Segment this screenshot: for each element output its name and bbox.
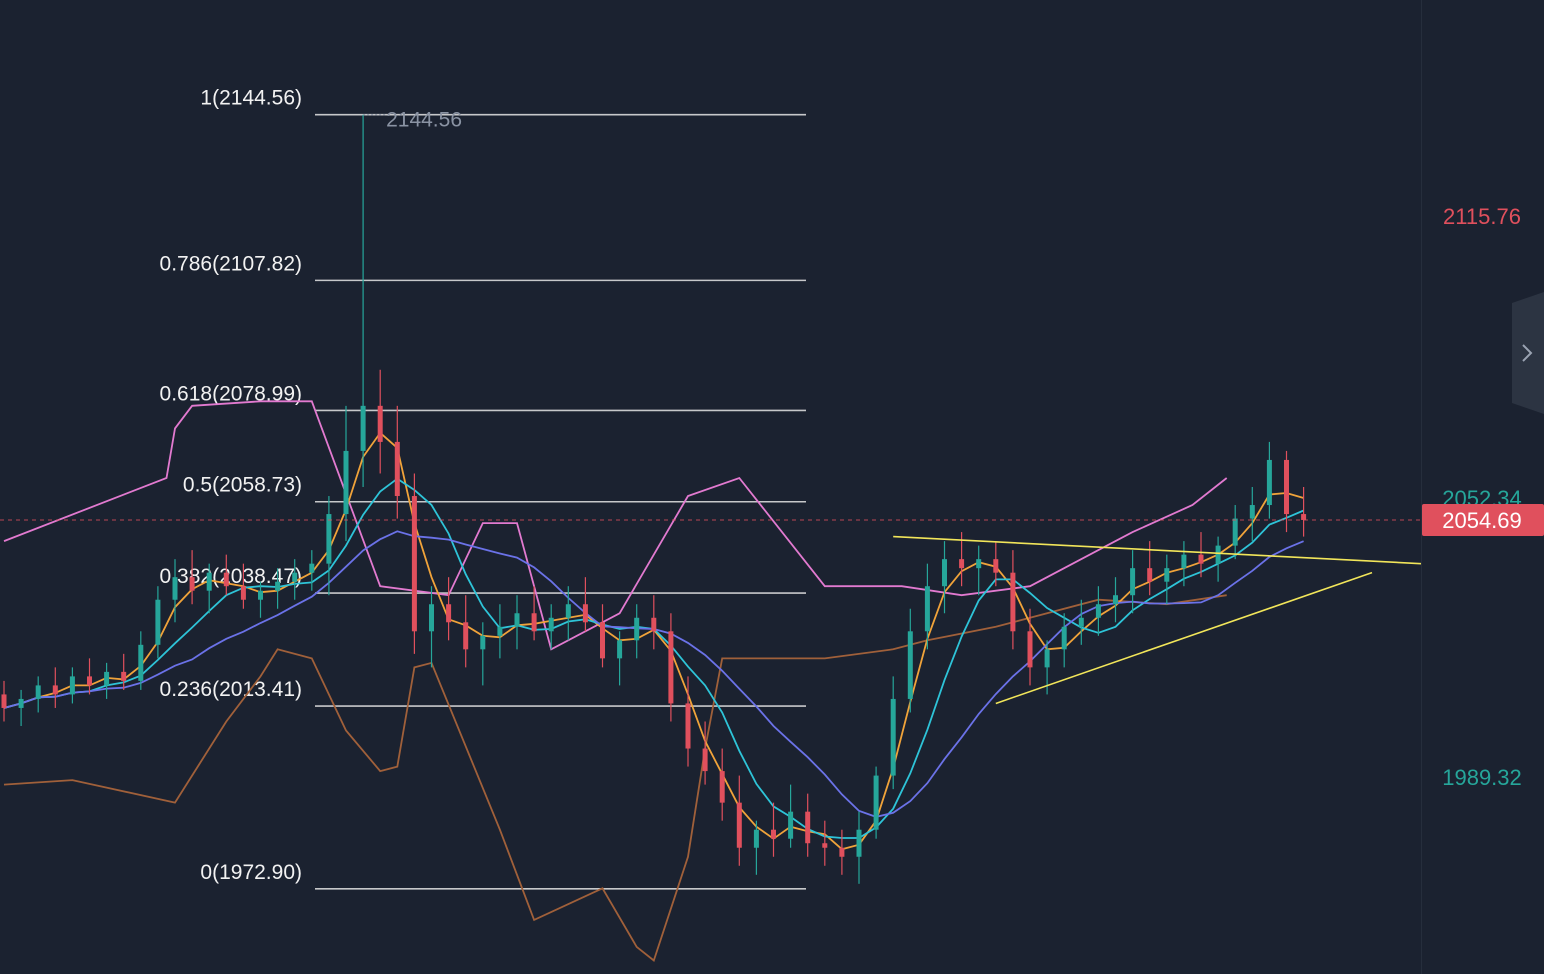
- candle-body-25: [429, 604, 434, 632]
- candle-body-22: [377, 405, 383, 442]
- candle-body-70: [1198, 554, 1204, 564]
- candle-body-63: [1078, 617, 1084, 627]
- candle-body-53: [907, 631, 913, 699]
- current-price-label: 2054.69: [1442, 508, 1522, 533]
- candle-body-40: [685, 703, 691, 749]
- candle-body-59: [1010, 572, 1016, 632]
- fib-label-4: 0.382(2038.47): [160, 565, 302, 588]
- candle-body-75: [1284, 459, 1289, 515]
- candle-body-2: [35, 685, 41, 699]
- candle-body-42: [719, 771, 725, 803]
- candle-body-24: [411, 496, 417, 632]
- candle-body-37: [634, 617, 640, 641]
- ma-mid-line: [3, 477, 1304, 839]
- candle-body-69: [1181, 554, 1187, 569]
- candle-body-56: [959, 559, 965, 569]
- fib-label-1: 0.786(2107.82): [160, 252, 302, 275]
- candle-body-26: [446, 604, 452, 623]
- candle-body-0: [1, 694, 7, 708]
- candle-body-72: [1232, 518, 1238, 546]
- candle-body-32: [548, 617, 554, 632]
- candle-body-13: [223, 572, 229, 587]
- candle-body-4: [69, 676, 75, 695]
- candle-body-28: [480, 635, 486, 650]
- candle-body-3: [52, 685, 58, 695]
- candle-body-48: [822, 843, 828, 848]
- price-axis-divider: [1421, 0, 1422, 974]
- candle-body-17: [292, 572, 298, 582]
- fib-label-6: 0(1972.90): [200, 861, 302, 884]
- candle-body-46: [788, 811, 794, 839]
- fib-label-5: 0.236(2013.41): [160, 678, 302, 701]
- axis-label-bottom: 1989.32: [1442, 765, 1522, 790]
- candle-body-7: [121, 671, 127, 681]
- candle-body-1: [18, 698, 24, 708]
- candle-body-36: [617, 640, 623, 659]
- candle-body-12: [206, 572, 212, 591]
- candle-body-18: [309, 563, 315, 573]
- candle-body-64: [1095, 604, 1101, 618]
- candle-body-66: [1130, 568, 1136, 596]
- candle-body-65: [1113, 595, 1118, 605]
- candle-body-73: [1249, 505, 1255, 519]
- candle-body-57: [976, 559, 982, 569]
- bollinger-lower-band: [3, 594, 1227, 963]
- candle-body-8: [138, 644, 144, 681]
- candle-body-49: [839, 847, 845, 857]
- candle-body-10: [172, 577, 178, 600]
- candle-body-27: [463, 622, 469, 650]
- candle-body-20: [343, 450, 349, 515]
- candle-body-35: [600, 622, 605, 659]
- current-price-tag: [1422, 503, 1544, 536]
- candle-body-55: [942, 559, 947, 587]
- chevron-right-icon: [1522, 344, 1533, 362]
- candle-body-67: [1147, 568, 1153, 582]
- candle-body-41: [702, 748, 708, 772]
- candle-body-47: [805, 811, 811, 844]
- candle-body-58: [993, 559, 999, 573]
- candle-body-14: [240, 586, 246, 600]
- candle-body-61: [1044, 649, 1050, 668]
- candle-body-51: [873, 775, 879, 830]
- candle-body-54: [924, 586, 930, 632]
- candle-body-44: [753, 829, 759, 848]
- candle-body-11: [189, 577, 195, 591]
- candle-body-21: [360, 405, 366, 451]
- candle-body-15: [258, 590, 263, 600]
- candle-body-45: [771, 829, 776, 839]
- candle-body-16: [275, 581, 281, 591]
- candle-body-33: [565, 604, 571, 618]
- candle-body-68: [1164, 568, 1170, 582]
- candle-body-52: [890, 698, 896, 776]
- candle-body-60: [1027, 631, 1033, 668]
- bollinger-upper-band: [3, 400, 1228, 651]
- resistance-trendline: [893, 535, 1422, 565]
- candle-body-30: [514, 613, 520, 627]
- fib-label-2: 0.618(2078.99): [160, 382, 302, 405]
- peak-label: 2144.56: [386, 109, 462, 132]
- candle-body-38: [651, 617, 657, 632]
- candle-body-31: [531, 613, 537, 632]
- support-trendline: [995, 571, 1373, 705]
- side-panel-toggle[interactable]: [1512, 292, 1544, 414]
- candle-body-9: [155, 599, 161, 645]
- fib-label-0: 1(2144.56): [200, 87, 302, 110]
- candle-body-76: [1301, 514, 1307, 520]
- candle-body-50: [856, 829, 862, 857]
- candle-body-34: [582, 604, 588, 623]
- candle-body-74: [1266, 459, 1272, 506]
- candle-body-5: [87, 676, 92, 686]
- fib-label-3: 0.5(2058.73): [183, 474, 302, 497]
- candle-body-62: [1061, 626, 1067, 650]
- candle-body-6: [104, 671, 110, 686]
- axis-label-top: 2115.76: [1443, 204, 1521, 229]
- candle-body-39: [668, 631, 674, 704]
- candle-body-19: [326, 514, 332, 564]
- candle-body-43: [736, 802, 742, 848]
- candle-body-29: [497, 626, 503, 636]
- candle-body-71: [1215, 545, 1221, 564]
- candle-body-23: [394, 441, 400, 497]
